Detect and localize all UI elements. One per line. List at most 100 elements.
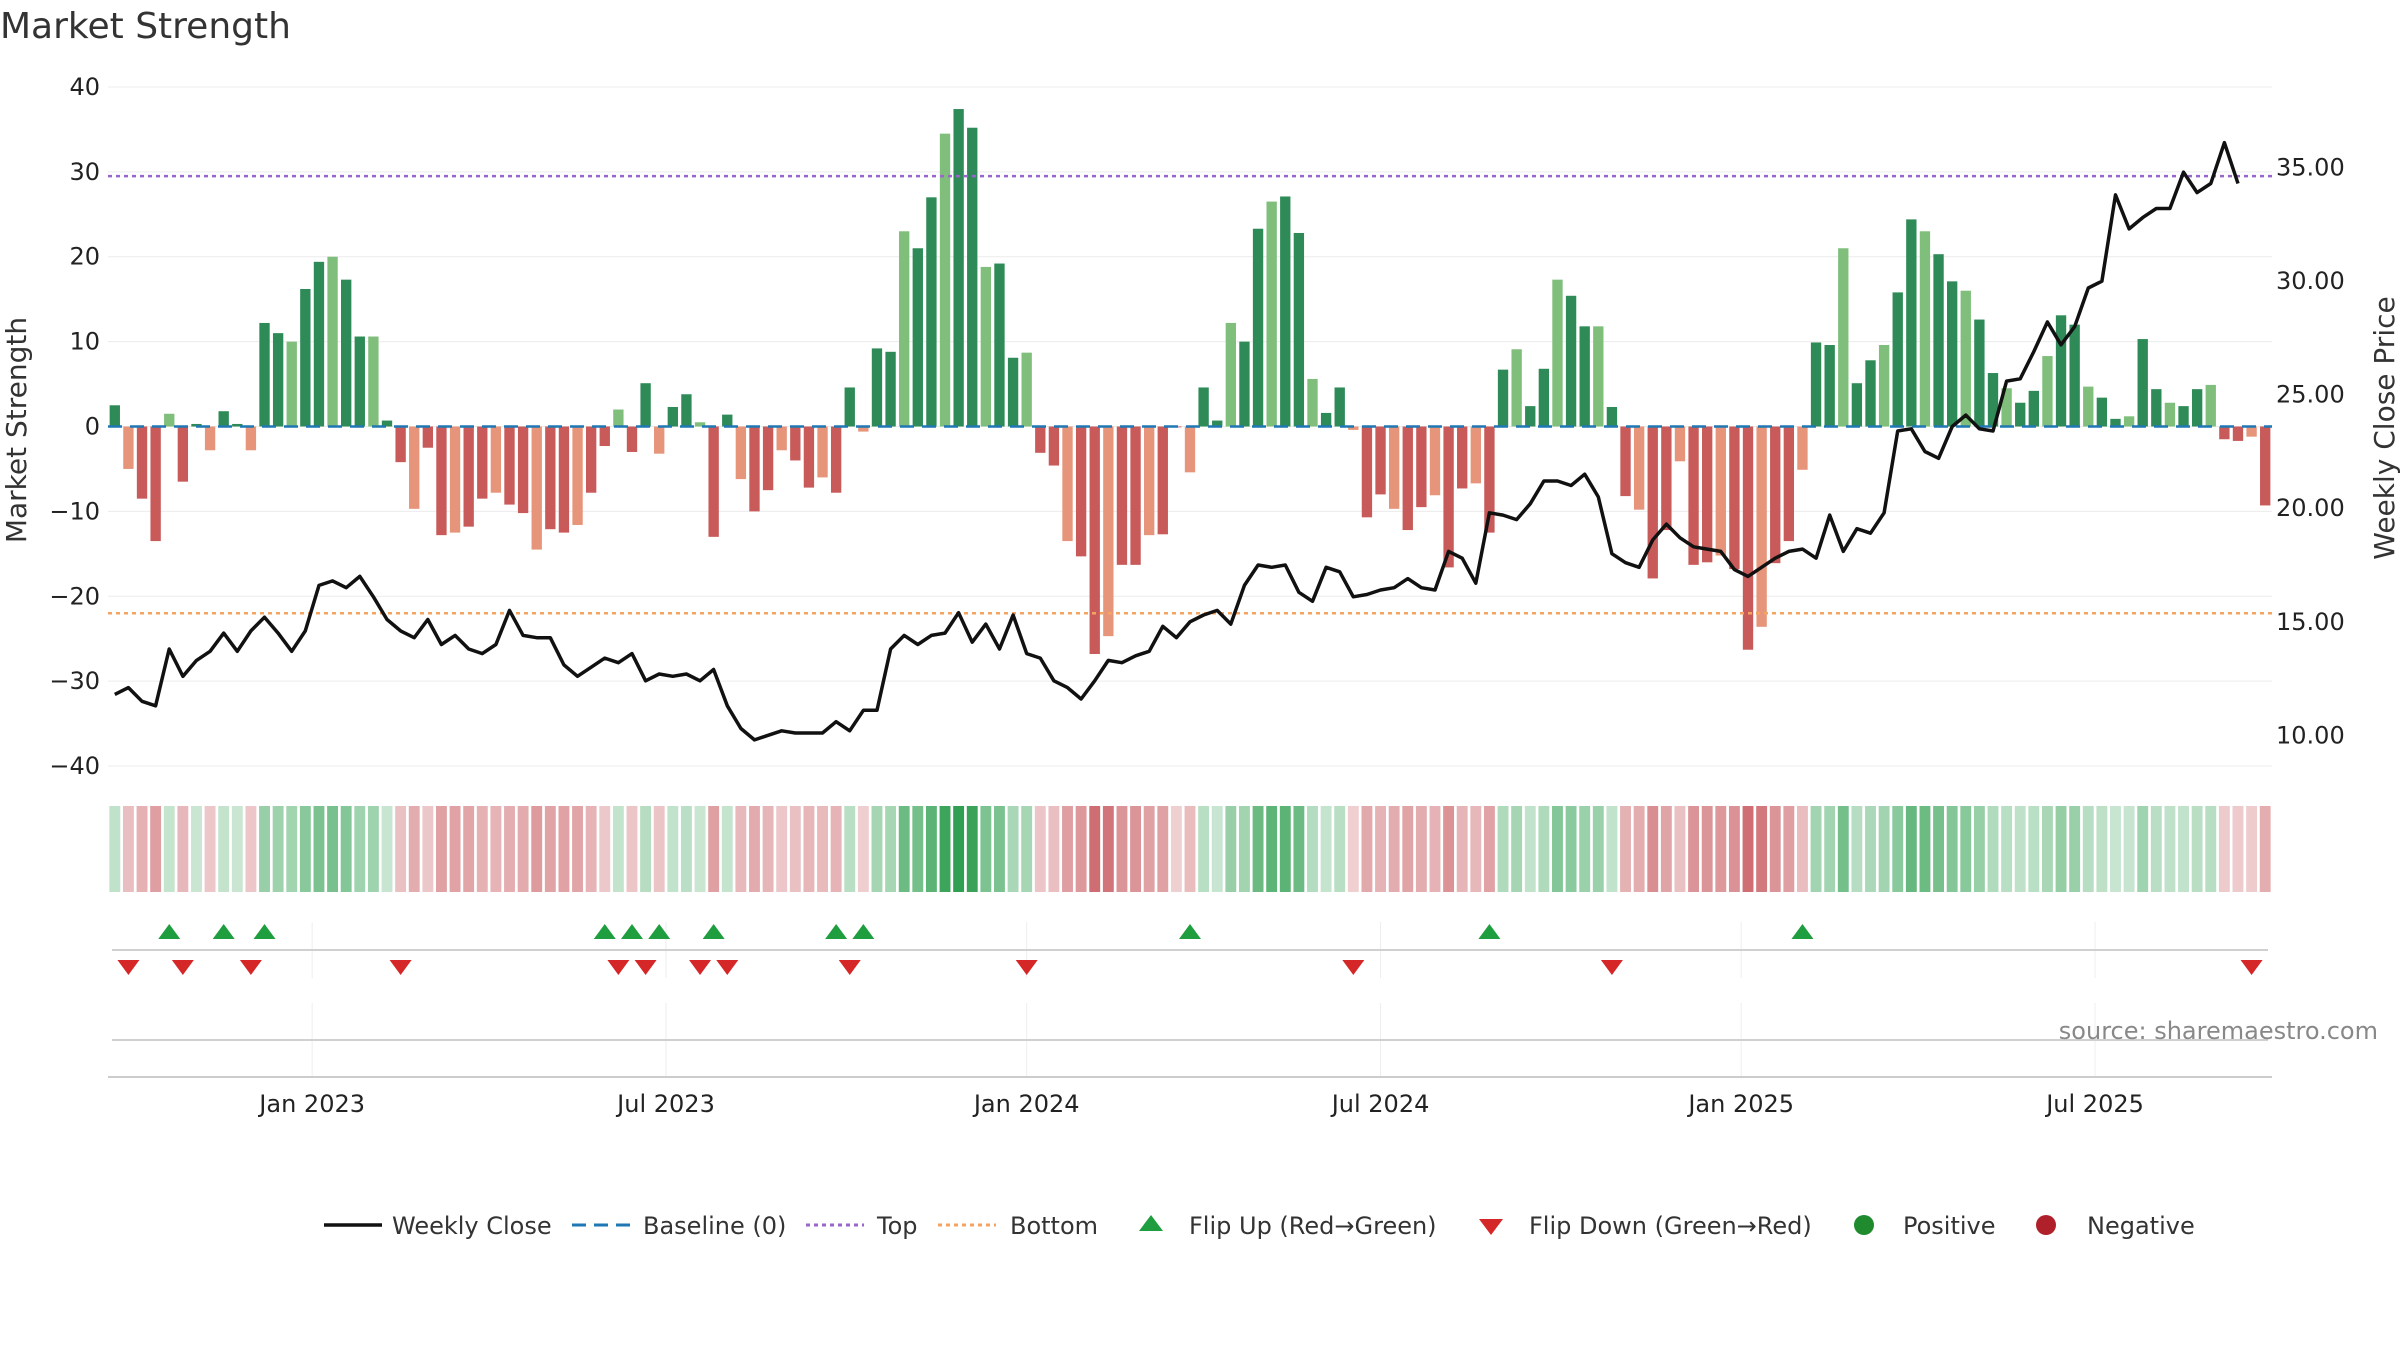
strength-bar	[572, 426, 583, 525]
strength-bar	[1742, 426, 1754, 650]
y-tick-left: 30	[69, 158, 100, 186]
x-tick-label: Jan 2024	[972, 1090, 1080, 1118]
strength-bar	[436, 426, 447, 536]
heat-cell	[599, 806, 611, 892]
heat-cell	[1497, 806, 1509, 892]
heat-cell	[1851, 806, 1863, 892]
strength-bar	[1225, 322, 1237, 427]
legend-item: Positive	[1854, 1212, 1996, 1240]
strength-bar	[368, 336, 379, 427]
strength-bar	[1075, 426, 1087, 557]
strength-bar	[164, 413, 175, 427]
heat-cell	[1701, 806, 1713, 892]
strength-bar	[1797, 426, 1808, 470]
heat-cell	[2164, 806, 2176, 892]
strength-bar	[1361, 426, 1373, 518]
legend-swatch-negative	[2036, 1215, 2056, 1235]
heat-cell	[762, 806, 774, 892]
strength-bar	[1375, 426, 1386, 495]
heat-cell	[1456, 806, 1468, 892]
heat-cell	[408, 806, 420, 892]
strength-bar	[1429, 426, 1441, 496]
flip-up-marker	[253, 924, 276, 939]
heat-cell	[2096, 806, 2108, 892]
strength-bar	[708, 426, 719, 537]
strength-bar	[1838, 248, 1849, 427]
heat-cell	[1620, 806, 1631, 892]
heat-cell	[1973, 806, 1985, 892]
legend-label: Baseline (0)	[643, 1212, 786, 1240]
heat-cell	[2191, 806, 2203, 892]
strength-bar	[2205, 384, 2216, 427]
strength-bar	[2015, 402, 2026, 427]
strength-bar	[1987, 373, 1999, 427]
x-tick-label: Jan 2023	[257, 1090, 365, 1118]
strength-bar	[1878, 345, 1890, 427]
heat-cell	[1511, 806, 1523, 892]
heat-cell	[1946, 806, 1958, 892]
strength-bar	[899, 231, 910, 427]
heat-cell	[436, 806, 447, 892]
y-axis-left-label: Market Strength	[0, 317, 33, 543]
heat-cell	[463, 806, 475, 892]
strength-bar	[2096, 397, 2108, 427]
heat-cell	[449, 806, 461, 892]
strength-bar	[1946, 281, 1958, 427]
heat-cell	[2218, 806, 2230, 892]
strength-bar	[912, 248, 923, 427]
heat-cell	[1892, 806, 1904, 892]
heat-cell	[504, 806, 515, 892]
y-tick-right: 25.00	[2276, 381, 2345, 409]
strength-bar	[1620, 426, 1631, 497]
strength-bar	[300, 288, 311, 427]
strength-bar	[2028, 390, 2039, 427]
heat-cell	[1524, 806, 1536, 892]
legend: Weekly Close Baseline (0) Top Bottom Flip Up…	[324, 1212, 2195, 1240]
heat-cell	[871, 806, 883, 892]
flip-up-marker	[1478, 924, 1501, 939]
strength-bar	[2164, 402, 2176, 427]
heat-cell	[1307, 806, 1318, 892]
strength-bar	[1416, 426, 1427, 508]
heat-cell	[1919, 806, 1931, 892]
strength-bar	[939, 133, 951, 427]
heat-cell	[1252, 806, 1264, 892]
heat-cell	[1443, 806, 1455, 892]
heat-cell	[1660, 806, 1672, 892]
axes: 40 30 20 10 0 −10 −20 −30 −40 35.00 30.00 25.00 20.0…	[49, 73, 2344, 1118]
heat-cell	[2259, 806, 2271, 892]
heat-cell	[177, 806, 189, 892]
heat-cell	[1742, 806, 1754, 892]
strength-bar	[245, 426, 257, 451]
heat-cell	[1415, 806, 1427, 892]
strength-bar	[613, 409, 624, 427]
strength-bar	[735, 426, 747, 480]
strength-bar	[463, 426, 474, 527]
heat-cell	[163, 806, 175, 892]
heat-cell	[1388, 806, 1400, 892]
strength-bars	[109, 109, 2271, 654]
heat-cell	[136, 806, 148, 892]
heat-cell	[1402, 806, 1414, 892]
heat-cell	[1062, 806, 1073, 892]
strength-bar	[2178, 406, 2189, 427]
strength-bar	[626, 426, 638, 452]
strength-bar	[232, 423, 243, 427]
y-tick-right: 15.00	[2276, 608, 2345, 636]
heat-cell	[2069, 806, 2081, 892]
heat-cell	[1170, 806, 1182, 892]
strength-bar	[585, 426, 597, 493]
strength-bar	[2110, 418, 2121, 427]
heat-cell	[299, 806, 311, 892]
heat-cell	[1102, 806, 1114, 892]
strength-bar	[1116, 426, 1128, 565]
flip-down-marker	[2240, 960, 2263, 975]
strength-bar	[1974, 319, 1985, 427]
strength-bar	[1048, 426, 1060, 466]
heat-cell	[1157, 806, 1169, 892]
chart-title: Market Strength	[0, 6, 291, 47]
source-credit: source: sharemaestro.com	[2059, 1017, 2378, 1045]
heat-cell	[490, 806, 502, 892]
heat-cell	[776, 806, 788, 892]
strength-bar	[354, 336, 365, 427]
